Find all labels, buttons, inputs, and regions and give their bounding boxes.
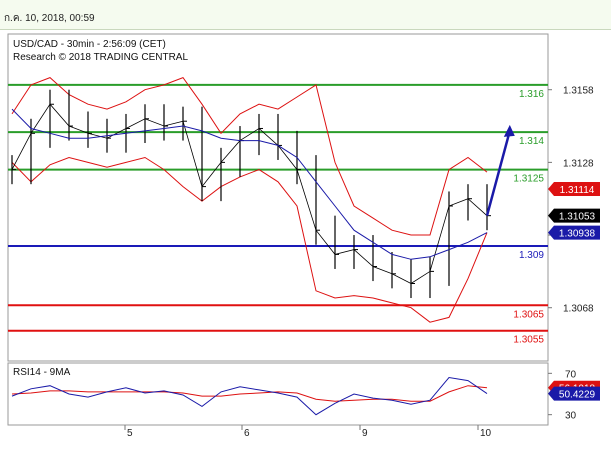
upper-band-line xyxy=(11,76,488,236)
price-tag-text: 1.31053 xyxy=(559,212,596,223)
price-tag-text: 1.30938 xyxy=(559,229,596,240)
level-label: 1.3055 xyxy=(513,335,544,346)
price-tag-text: 1.31114 xyxy=(560,185,595,196)
rsi-ma-line xyxy=(11,385,488,402)
lower-band-line xyxy=(11,156,488,323)
rsi-value-tag-box xyxy=(548,386,600,401)
price-panel xyxy=(7,33,549,362)
level-label: 1.309 xyxy=(519,250,544,261)
price-tag-box xyxy=(548,225,600,240)
level-label: 1.316 xyxy=(519,89,544,100)
price-close-line xyxy=(11,103,488,284)
x-tick-label: 6 xyxy=(244,428,250,439)
chart-subtitle: Research © 2018 TRADING CENTRAL xyxy=(13,52,188,63)
rsi-y-tick-label: 70 xyxy=(565,369,577,380)
y-tick-label: 1.3158 xyxy=(563,86,594,97)
top-status-bar: ก.ค. 10, 2018, 00:59 xyxy=(0,0,611,30)
chart-title: USD/CAD - 30min - 2:56:09 (CET) xyxy=(13,39,166,50)
x-tick-label: 10 xyxy=(480,428,492,439)
moving-average-line xyxy=(11,108,488,260)
level-label: 1.3125 xyxy=(513,174,544,185)
level-label: 1.314 xyxy=(519,136,544,147)
y-tick-label: 1.3128 xyxy=(563,158,594,169)
forecast-arrow-line xyxy=(485,130,512,217)
rsi-y-tick-label: 30 xyxy=(565,411,577,422)
level-label: 1.3065 xyxy=(513,309,544,320)
forecast-arrow-head xyxy=(503,124,515,137)
rsi-value-tag-text: 50.4229 xyxy=(559,390,596,401)
rsi-title: RSI14 - 9MA xyxy=(13,367,71,378)
price-tag-box xyxy=(548,208,600,223)
rsi-line xyxy=(11,376,488,416)
timestamp: ก.ค. 10, 2018, 00:59 xyxy=(4,13,95,24)
y-tick-label: 1.3068 xyxy=(563,304,594,315)
price-tag-box xyxy=(548,182,600,197)
x-tick-label: 5 xyxy=(127,428,133,439)
x-tick-label: 9 xyxy=(362,428,368,439)
rsi-panel xyxy=(7,362,549,426)
